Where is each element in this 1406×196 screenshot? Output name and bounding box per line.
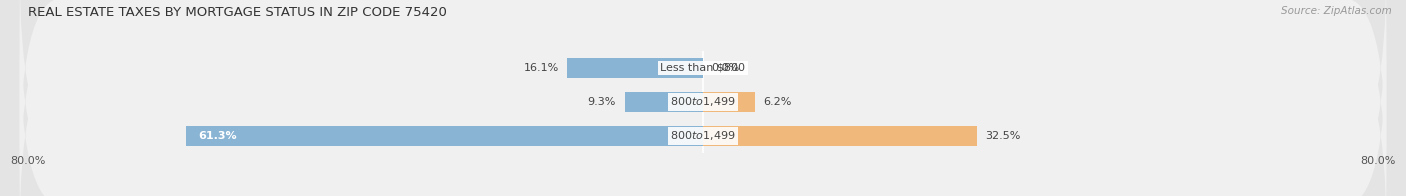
Text: 16.1%: 16.1%	[523, 63, 558, 73]
Bar	[567, 58, 703, 78]
FancyBboxPatch shape	[20, 0, 1386, 168]
Legend: Without Mortgage, With Mortgage: Without Mortgage, With Mortgage	[574, 194, 832, 196]
Text: $800 to $1,499: $800 to $1,499	[671, 95, 735, 108]
Text: REAL ESTATE TAXES BY MORTGAGE STATUS IN ZIP CODE 75420: REAL ESTATE TAXES BY MORTGAGE STATUS IN …	[28, 6, 447, 19]
FancyBboxPatch shape	[20, 36, 1386, 196]
Text: 61.3%: 61.3%	[198, 131, 238, 141]
FancyBboxPatch shape	[20, 2, 1386, 196]
Text: 0.0%: 0.0%	[711, 63, 740, 73]
Bar	[624, 92, 703, 112]
Bar	[703, 126, 977, 146]
Text: Source: ZipAtlas.com: Source: ZipAtlas.com	[1281, 6, 1392, 16]
Text: Less than $800: Less than $800	[661, 63, 745, 73]
Bar	[703, 92, 755, 112]
Text: 9.3%: 9.3%	[588, 97, 616, 107]
Text: 32.5%: 32.5%	[986, 131, 1021, 141]
Text: $800 to $1,499: $800 to $1,499	[671, 129, 735, 142]
Text: 6.2%: 6.2%	[763, 97, 792, 107]
Bar	[186, 126, 703, 146]
